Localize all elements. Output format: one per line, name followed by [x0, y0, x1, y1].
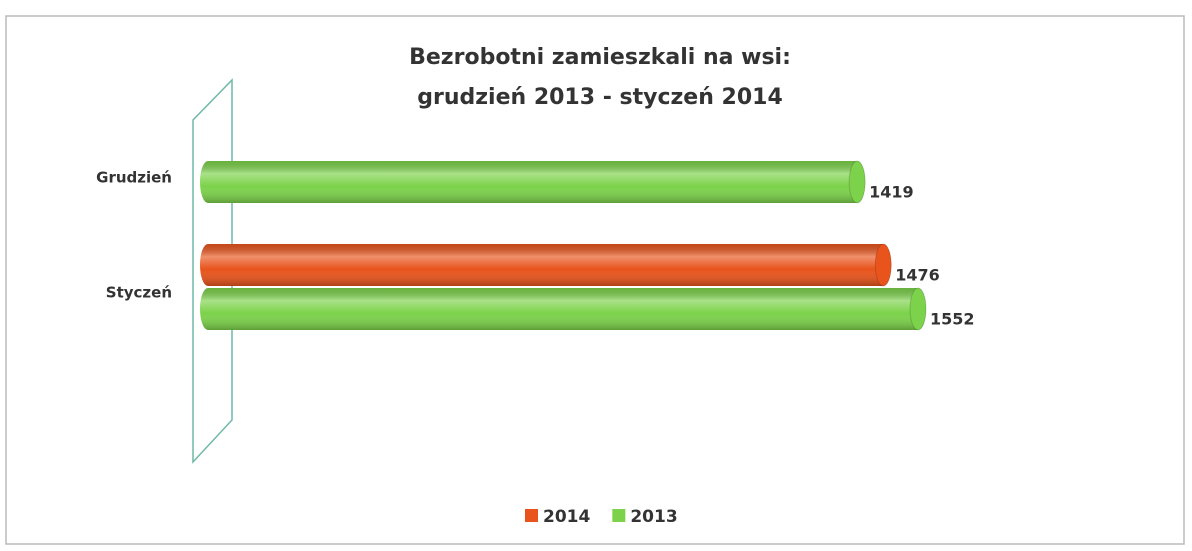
bar-cap: [848, 160, 866, 204]
bar-cap: [874, 243, 892, 287]
legend-label: 2014: [543, 507, 590, 527]
legend-swatch: [525, 509, 538, 522]
bar-shine: [200, 288, 926, 330]
data-label: 1476: [895, 266, 940, 285]
y-tick-label: Grudzień: [96, 169, 172, 187]
chart-title: Bezrobotni zamieszkali na wsi:: [409, 45, 791, 70]
bar-cap: [909, 287, 927, 331]
data-label: 1552: [930, 310, 975, 329]
legend-swatch: [612, 509, 626, 522]
frame: [5, 15, 1185, 545]
back-wall: [192, 78, 233, 464]
bar-shine: [200, 244, 892, 286]
y-tick-label: Styczeń: [106, 284, 172, 302]
bar-shine: [200, 161, 866, 203]
data-label: 1419: [869, 183, 914, 202]
legend-label: 2013: [630, 507, 677, 527]
chart-subtitle: grudzień 2013 - styczeń 2014: [417, 85, 783, 110]
